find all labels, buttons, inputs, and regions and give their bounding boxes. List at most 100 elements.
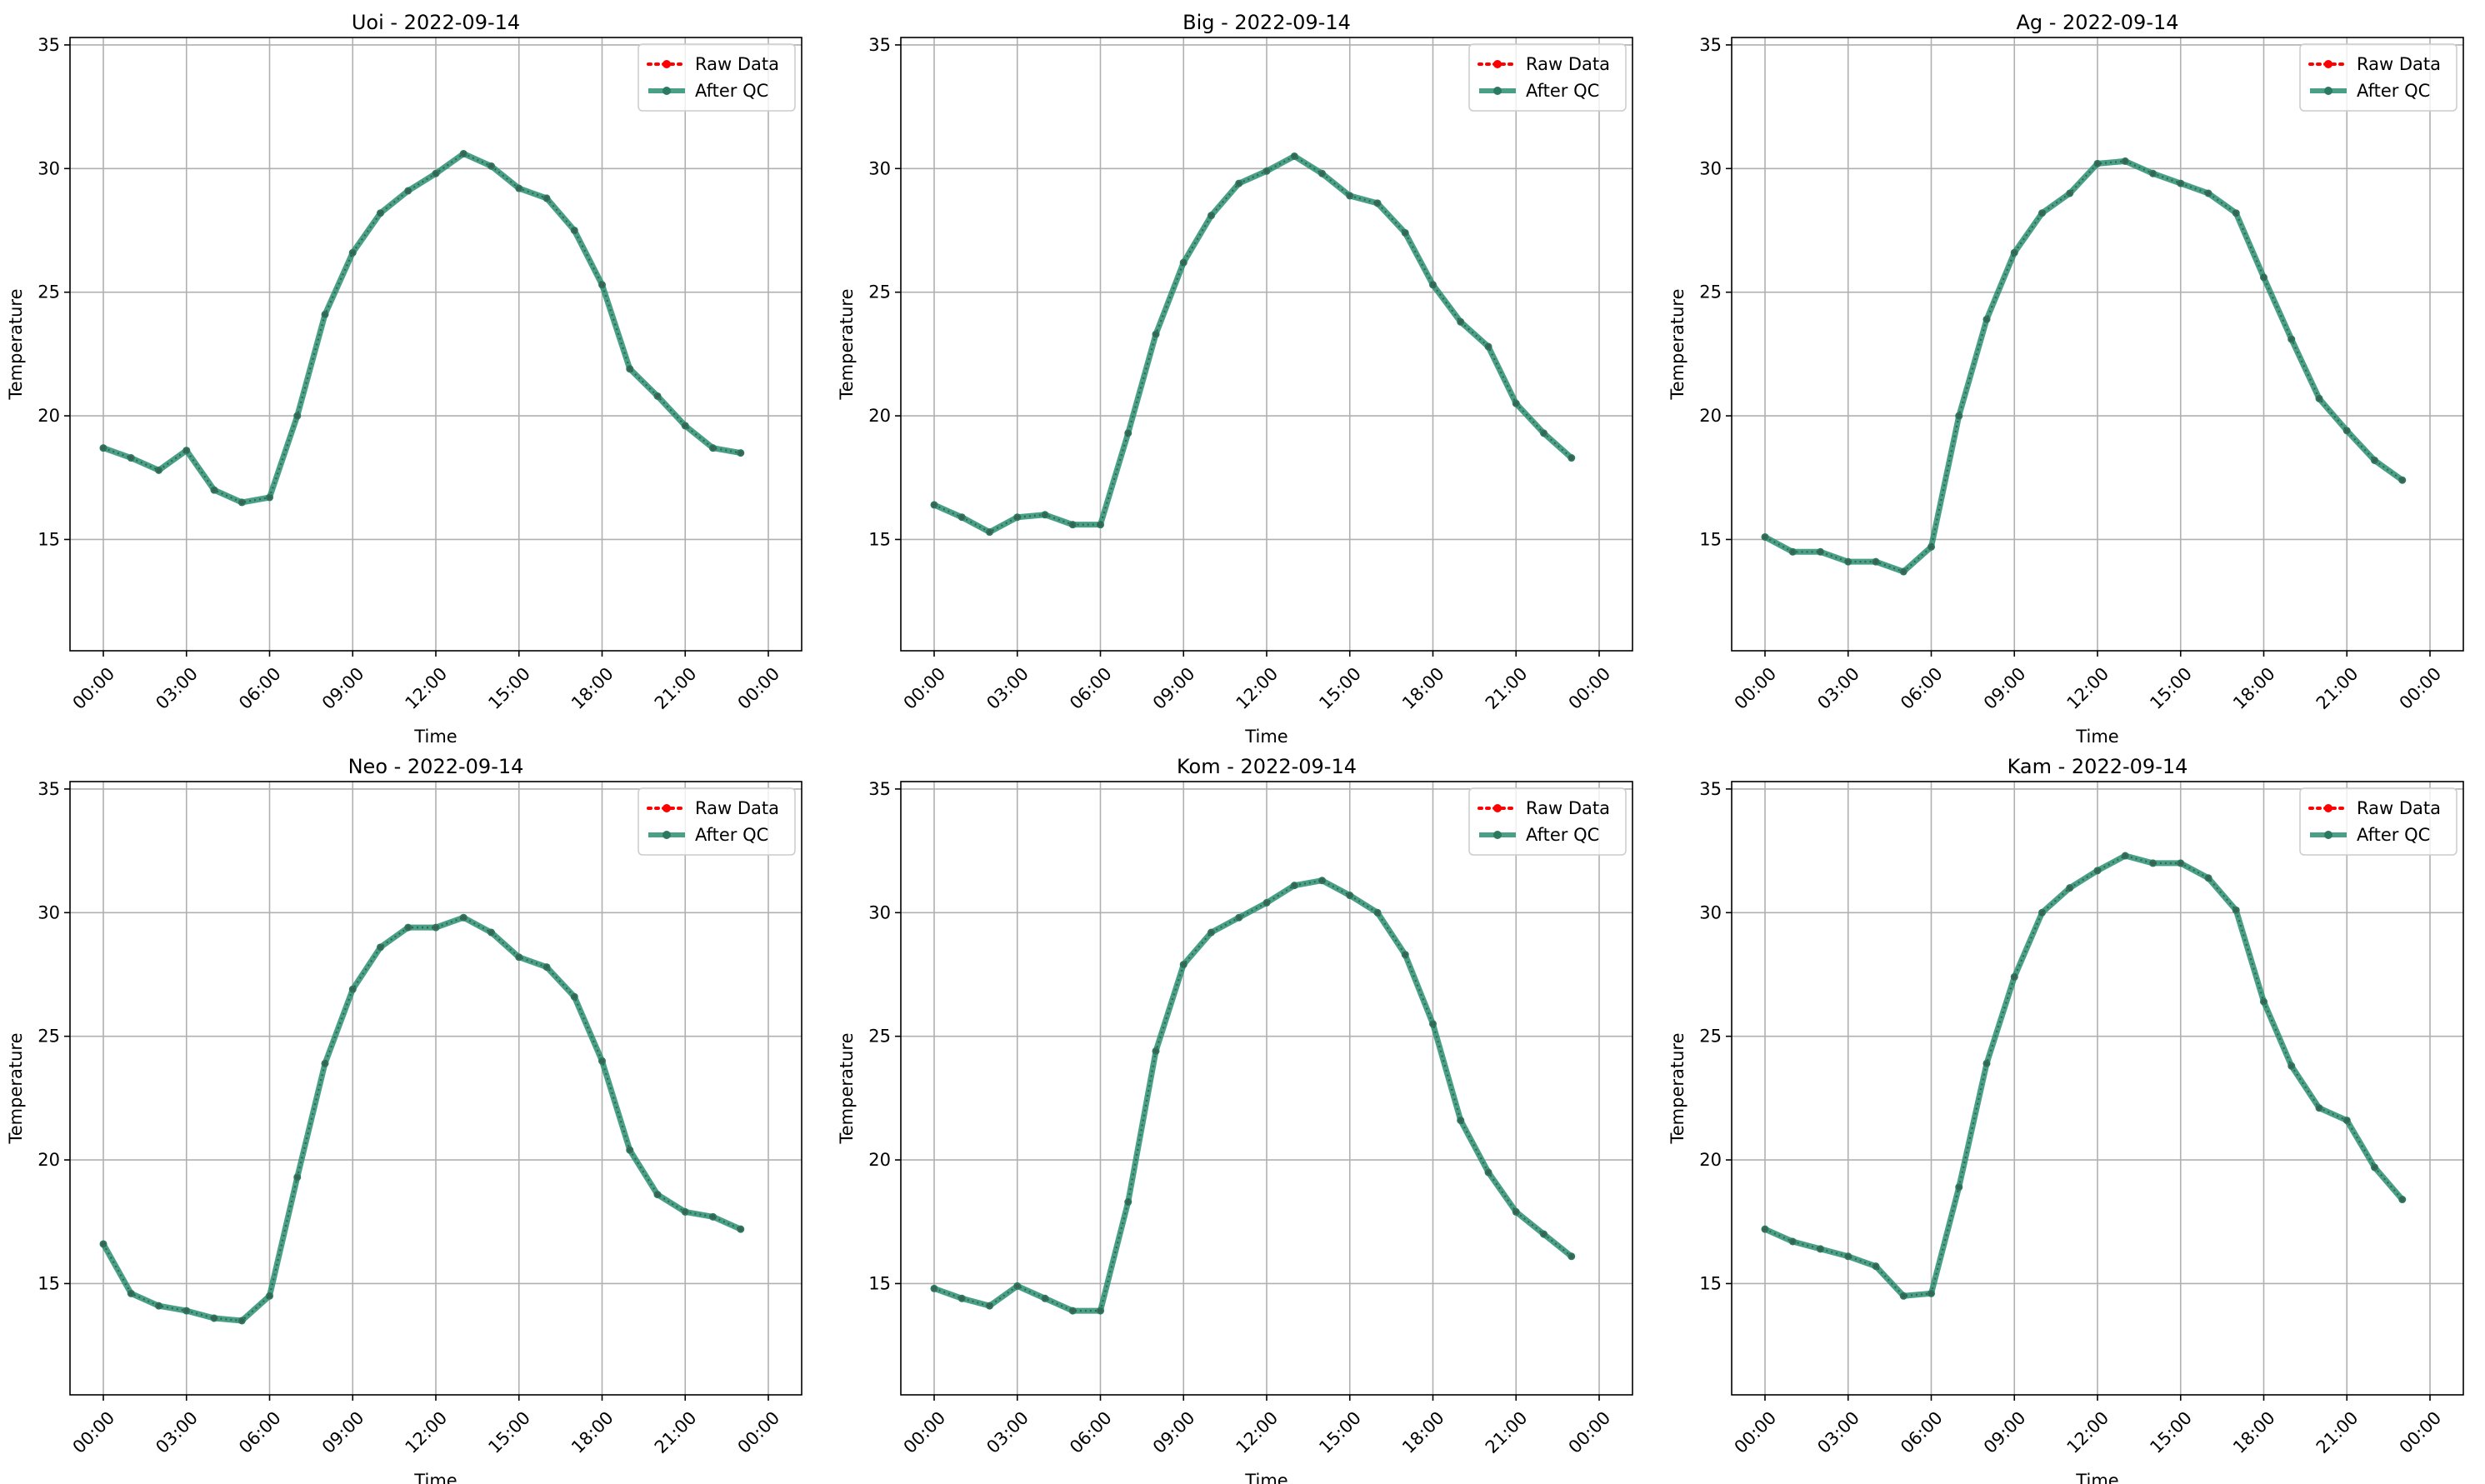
raw-data-point [1375,201,1380,206]
raw-data-point [1098,522,1103,527]
legend-box [1468,787,1627,856]
raw-data-point [628,1147,632,1152]
raw-data-point [1957,413,1962,418]
raw-data-point [1928,1291,1934,1296]
legend-box [2299,43,2458,112]
series-line-raw-data [1764,854,2403,1297]
y-tick-label: 35 [1699,35,1722,55]
raw-data-point [295,413,300,418]
x-tick-label: 03:00 [982,663,1032,713]
raw-data-point [1126,1199,1131,1205]
raw-data-point [156,467,162,472]
raw-data-point [350,987,355,992]
x-axis-label: Time [413,727,457,747]
y-tick-label: 15 [38,1273,60,1293]
raw-data-point [2206,876,2211,881]
subplot-5: 00:00 03:00 06:00 09:00 12:00 15:00 18:00 21:00… [837,755,1633,1484]
subplot-3: 00:00 03:00 06:00 09:00 12:00 15:00 18:00 21:00… [1668,11,2464,747]
x-tick-label: 09:00 [1980,1407,2030,1457]
x-tick-label: 00:00 [1731,1407,1781,1457]
series-line-raw-data [933,155,1572,533]
y-tick-label: 25 [38,282,60,302]
raw-data-point [2068,886,2072,891]
subplot-title: Neo - 2022-09-14 [348,755,524,778]
x-tick-label: 03:00 [1813,1407,1863,1457]
raw-data-point [1181,260,1186,265]
axes-frame [1731,37,2464,652]
legend-qc-label: After QC [2357,81,2430,101]
x-tick-label: 15:00 [1315,663,1365,713]
axes-frame [69,37,802,652]
axes-frame [900,37,1633,652]
x-axis-label: Time [1244,727,1288,747]
raw-data-point [1901,569,1906,574]
raw-data-point [628,367,632,372]
axes-frame [1731,781,2464,1396]
raw-data-point [378,945,383,950]
raw-data-point [156,1303,162,1308]
y-axis-label: Temperature [6,1032,26,1144]
raw-data-point [1928,544,1934,549]
raw-data-point [1042,512,1048,517]
x-tick-label: 06:00 [235,663,285,713]
raw-data-point [378,211,383,216]
raw-data-point [101,1242,106,1247]
raw-data-point [2178,181,2183,186]
legend-qc-marker [2324,831,2332,839]
y-tick-label: 30 [868,158,891,178]
legend-qc-label: After QC [1526,81,1599,101]
x-tick-label: 15:00 [2146,663,2196,713]
x-tick-label: 21:00 [2312,663,2362,713]
raw-data-point [1264,900,1269,906]
y-tick-label: 15 [868,529,891,549]
y-tick-label: 35 [868,779,891,799]
raw-data-point [1984,1061,1989,1066]
y-tick-label: 15 [38,529,60,549]
raw-data-point [1984,317,1989,322]
raw-data-point [2206,191,2211,196]
raw-data-point [2372,457,2378,463]
raw-data-point [1070,522,1075,527]
raw-data-point [1015,515,1020,520]
raw-data-point [1569,455,1574,461]
raw-data-point [1957,1185,1962,1190]
raw-data-point [2233,907,2238,912]
legend-raw-marker [2324,804,2332,812]
raw-data-point [322,1061,328,1066]
raw-data-point [267,495,272,500]
legend-qc-label: After QC [1526,825,1599,845]
raw-data-point [2261,999,2267,1004]
raw-data-point [987,1303,992,1308]
raw-data-point [488,163,494,168]
raw-data-point [2233,211,2238,216]
x-tick-label: 09:00 [318,663,368,713]
y-axis-label: Temperature [1668,1032,1688,1144]
y-tick-label: 30 [1699,902,1722,922]
raw-data-point [406,188,411,193]
legend-qc-label: After QC [695,81,768,101]
raw-data-point [2039,211,2045,216]
raw-data-point [1126,431,1131,436]
x-tick-label: 21:00 [651,1407,701,1457]
x-tick-label: 09:00 [1149,663,1199,713]
x-tick-label: 06:00 [1066,1407,1116,1457]
raw-data-point [2095,868,2100,873]
x-axis-label: Time [413,1471,457,1484]
raw-data-point [682,423,688,428]
raw-data-point [2344,1117,2349,1123]
raw-data-point [517,186,522,191]
x-tick-label: 18:00 [2229,663,2279,713]
x-tick-label: 00:00 [734,1407,784,1457]
legend-raw-marker [2324,60,2332,68]
x-tick-label: 00:00 [1565,663,1615,713]
raw-data-point [1264,168,1269,173]
raw-data-point [599,1058,605,1063]
y-tick-label: 30 [38,902,60,922]
raw-data-point [239,1318,244,1323]
y-tick-label: 30 [1699,158,1722,178]
y-tick-label: 20 [38,1150,60,1170]
legend-qc-marker [1493,831,1502,839]
series-line-after-qc [100,150,744,506]
subplot-6: 00:00 03:00 06:00 09:00 12:00 15:00 18:00 21:00… [1668,755,2464,1484]
raw-data-point [599,282,605,287]
